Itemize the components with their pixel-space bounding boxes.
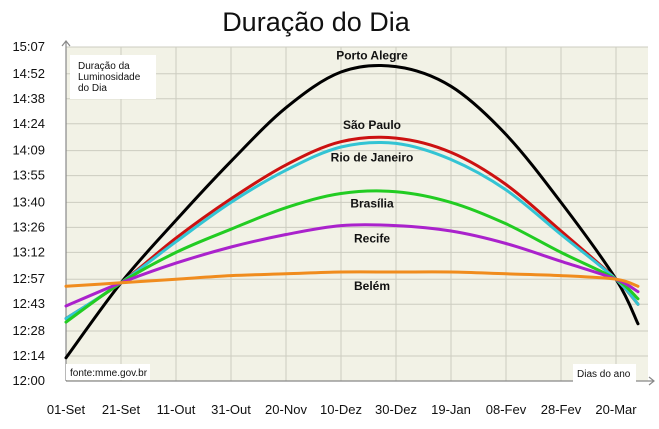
y-axis-label-box: [70, 55, 156, 99]
x-axis-label-box: [573, 364, 636, 382]
y-tick-label: 13:12: [12, 244, 45, 259]
y-axis-label-line-2: Luminosidade: [78, 72, 141, 83]
y-tick-label: 12:28: [12, 323, 45, 338]
x-tick-labels: 01-Set 21-Set 11-Out 31-Out 20-Nov 10-Dez 30-D…: [47, 402, 637, 417]
y-tick-label: 12:14: [12, 348, 45, 363]
series-label-belem: Belém: [354, 279, 390, 293]
x-tick-label: 19-Jan: [431, 402, 471, 417]
y-axis-label-line-3: do Dia: [78, 83, 107, 94]
y-tick-label: 14:09: [12, 143, 45, 158]
source-box: [66, 364, 150, 380]
y-tick-label: 14:24: [12, 116, 45, 131]
source-text: fonte:mme.gov.br: [70, 368, 148, 379]
x-tick-label: 30-Dez: [375, 402, 417, 417]
y-tick-label: 12:43: [12, 296, 45, 311]
series-line-brasilia: [64, 189, 640, 324]
y-axis-label-line-1: Duração da: [78, 61, 130, 72]
y-tick-label: 13:55: [12, 168, 45, 183]
y-tick-label: 15:07: [12, 39, 45, 54]
series-label-recife: Recife: [354, 232, 390, 246]
series-label-porto-alegre: Porto Alegre: [336, 49, 408, 63]
series-line-recife: [64, 223, 640, 308]
series-lines: [64, 64, 640, 360]
x-tick-label: 08-Fev: [486, 402, 527, 417]
x-tick-label: 20-Nov: [265, 402, 307, 417]
y-tick-label: 12:57: [12, 271, 45, 286]
x-axis-arrow-icon: [648, 376, 655, 386]
plot-background: [66, 47, 648, 381]
series-line-rio-de-janeiro: [64, 141, 640, 320]
series-labels: Porto Alegre São Paulo Rio de Janeiro Brasí…: [331, 49, 414, 293]
y-tick-label: 13:40: [12, 194, 45, 209]
x-tick-label: 20-Mar: [595, 402, 637, 417]
axes: [61, 40, 655, 386]
y-tick-label: 14:52: [12, 66, 45, 81]
y-axis-arrow-icon: [61, 40, 71, 47]
series-line-porto-alegre: [64, 64, 640, 360]
x-tick-label: 21-Set: [102, 402, 141, 417]
x-tick-label: 10-Dez: [320, 402, 362, 417]
y-tick-label: 13:26: [12, 219, 45, 234]
x-axis-label: Dias do ano: [577, 369, 631, 380]
x-tick-label: 31-Out: [211, 402, 251, 417]
chart-title: Duração do Dia: [222, 7, 411, 37]
series-label-sao-paulo: São Paulo: [343, 118, 401, 132]
x-tick-label: 01-Set: [47, 402, 86, 417]
y-tick-labels: 12:00 12:14 12:28 12:43 12:57 13:12 13:26 13:40…: [12, 39, 45, 388]
y-tick-label: 14:38: [12, 91, 45, 106]
x-tick-label: 28-Fev: [541, 402, 582, 417]
series-label-brasilia: Brasília: [350, 197, 394, 211]
series-line-belem: [64, 270, 640, 288]
series-line-sao-paulo: [64, 135, 640, 320]
x-tick-label: 11-Out: [157, 402, 196, 417]
series-label-rio-de-janeiro: Rio de Janeiro: [331, 150, 414, 164]
y-tick-label: 12:00: [12, 373, 45, 388]
